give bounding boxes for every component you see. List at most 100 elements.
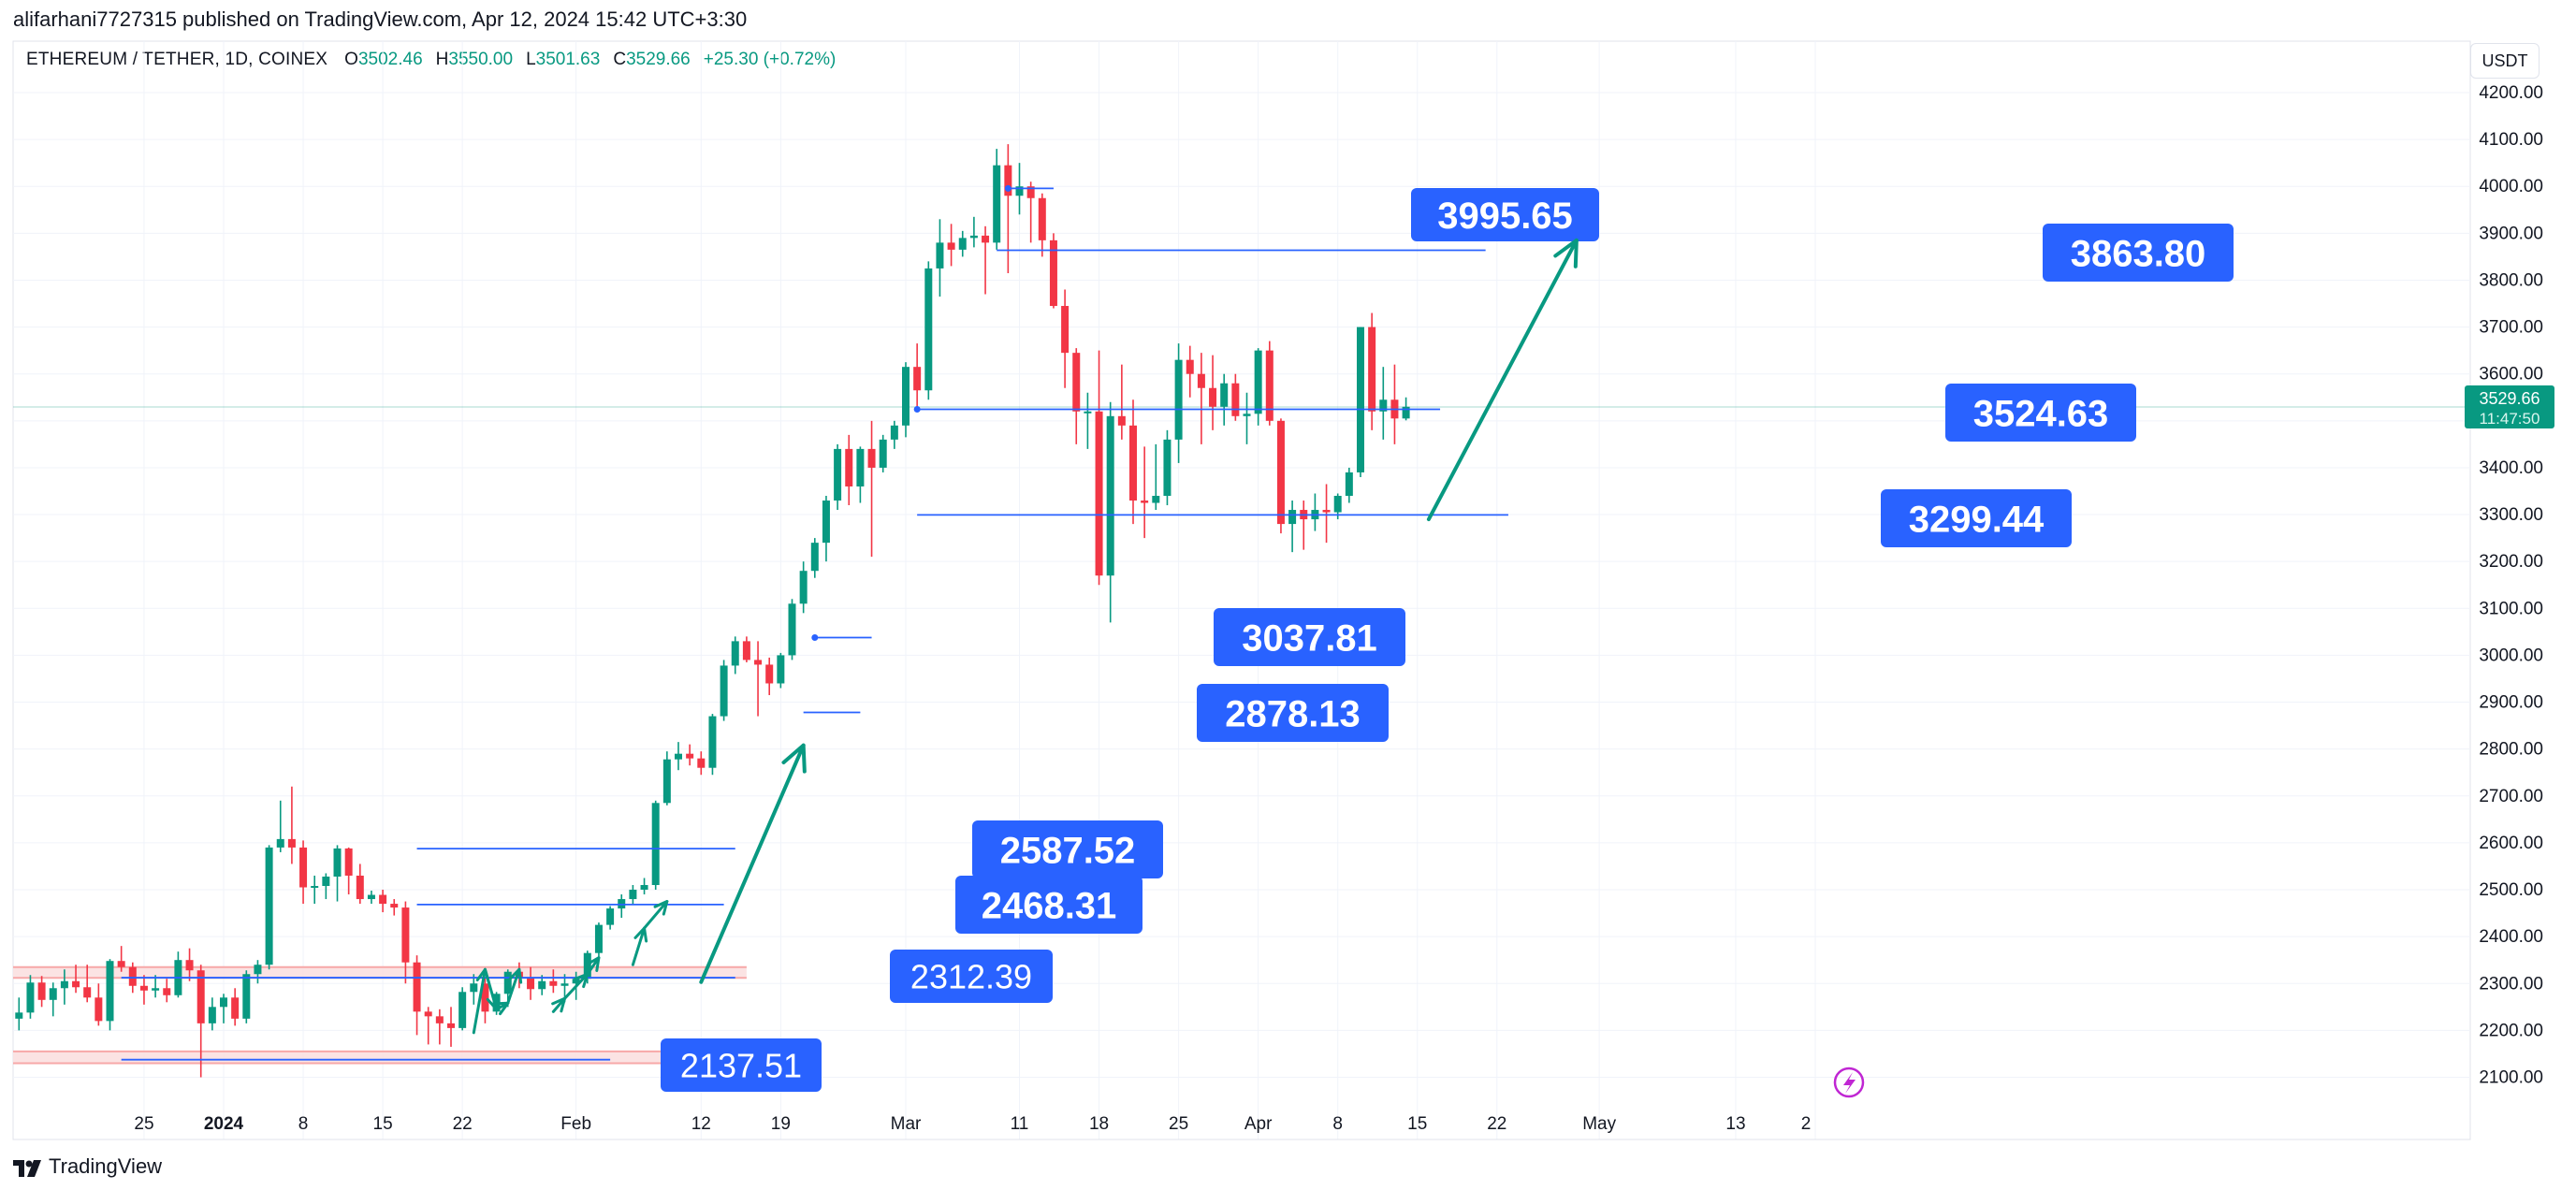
- candle-body: [686, 753, 694, 759]
- candle-body: [1061, 306, 1070, 354]
- candle: [606, 906, 615, 930]
- candle-body: [1004, 165, 1012, 196]
- x-tick-label: 13: [1725, 1114, 1745, 1134]
- support-zones: [13, 965, 747, 1065]
- candle: [37, 976, 46, 1008]
- candle-body: [527, 978, 535, 990]
- candle: [447, 1007, 455, 1047]
- candle: [435, 1009, 444, 1045]
- candle-body: [708, 716, 717, 768]
- level-label: 2312.39: [890, 950, 1053, 1003]
- candle-body: [993, 165, 1001, 243]
- currency-button[interactable]: USDT: [2470, 43, 2540, 79]
- trend-arrow: [643, 900, 669, 930]
- y-tick-label: 3200.00: [2479, 552, 2543, 572]
- candle-body: [1174, 359, 1183, 440]
- candle: [1209, 355, 1217, 430]
- candle: [1117, 364, 1126, 440]
- candle-body: [834, 448, 842, 501]
- candle-body: [26, 982, 35, 1013]
- candle-body: [1345, 472, 1353, 497]
- candle-body: [117, 961, 125, 967]
- candle-body: [322, 876, 330, 887]
- candle-body: [242, 974, 251, 1019]
- x-tick-label: 15: [373, 1114, 393, 1134]
- candle-body: [1402, 406, 1410, 419]
- symbol-name[interactable]: ETHEREUM / TETHER, 1D, COINEX: [26, 50, 328, 69]
- level-anchor-dot: [913, 405, 921, 413]
- low-value: 3501.63: [535, 50, 601, 69]
- level-label-text: 2312.39: [910, 957, 1032, 995]
- candle: [1152, 443, 1160, 511]
- candle: [481, 978, 489, 1023]
- y-tick-label: 3800.00: [2479, 270, 2543, 290]
- y-tick-label: 3100.00: [2479, 599, 2543, 618]
- candle: [1390, 364, 1399, 444]
- y-tick-label: 3300.00: [2479, 505, 2543, 525]
- candle-body: [447, 1023, 455, 1028]
- lightning-icon[interactable]: [1833, 1067, 1865, 1098]
- x-tick-label: 25: [134, 1114, 153, 1134]
- candle: [1095, 350, 1103, 586]
- candle: [810, 538, 819, 578]
- x-tick-label: Mar: [891, 1114, 922, 1134]
- candle-body: [538, 980, 546, 990]
- x-tick-label: 15: [1407, 1114, 1427, 1134]
- current-price-tag: 3529.66 11:47:50: [2465, 385, 2554, 428]
- candle: [1300, 501, 1308, 550]
- x-tick-label: 19: [771, 1114, 791, 1134]
- candle: [1288, 501, 1297, 553]
- candle: [640, 878, 648, 895]
- x-tick-label: 22: [1487, 1114, 1506, 1134]
- trend-arrow: [551, 996, 566, 1013]
- open-label: O: [344, 50, 358, 69]
- x-tick-label: 8: [298, 1114, 309, 1134]
- arrow-head: [1553, 238, 1579, 268]
- candle: [1174, 343, 1183, 463]
- candle: [708, 714, 717, 776]
- candle-body: [106, 961, 114, 1022]
- price-axis: 4200.00 4100.00 4000.00 3900.00 3800.00 3700.…: [2465, 83, 2554, 1088]
- candle-body: [254, 965, 262, 975]
- candle: [834, 443, 842, 511]
- candle: [242, 970, 251, 1023]
- candle-body: [1026, 186, 1035, 198]
- candle: [106, 959, 114, 1031]
- price-tag-box: [2465, 385, 2554, 428]
- candle: [231, 988, 240, 1026]
- candle-body: [1084, 411, 1092, 414]
- candle-body: [1379, 399, 1388, 412]
- candle: [1038, 193, 1046, 257]
- level-label-box: [1197, 684, 1389, 742]
- level-label-box: [1214, 608, 1405, 666]
- candle: [822, 496, 830, 562]
- candle-body: [265, 847, 273, 965]
- candle-body: [765, 664, 774, 684]
- candle: [1231, 373, 1240, 421]
- candle: [95, 983, 103, 1026]
- candle: [1129, 399, 1137, 525]
- level-label-box: [2043, 224, 2234, 282]
- candle: [1243, 392, 1251, 444]
- support-zone: [13, 1051, 747, 1064]
- candle-body: [356, 875, 364, 900]
- change-value: +25.30 (+0.72%): [703, 50, 837, 69]
- tradingview-logo-icon: [13, 1158, 41, 1177]
- candle: [697, 751, 706, 776]
- x-tick-label: 11: [1011, 1114, 1029, 1134]
- x-tick-label: 25: [1169, 1114, 1188, 1134]
- candle-body: [152, 988, 160, 991]
- candle-body: [754, 660, 763, 665]
- candle-body: [83, 987, 92, 998]
- candle: [788, 599, 796, 660]
- candle-body: [1015, 186, 1024, 196]
- x-tick-label: 18: [1089, 1114, 1109, 1134]
- y-tick-label: 3000.00: [2479, 646, 2543, 665]
- candle: [958, 230, 967, 257]
- candle: [367, 891, 375, 905]
- candle-body: [379, 894, 387, 905]
- candle: [152, 975, 160, 998]
- candle: [1163, 429, 1172, 506]
- level-label-text: 2587.52: [1000, 830, 1136, 871]
